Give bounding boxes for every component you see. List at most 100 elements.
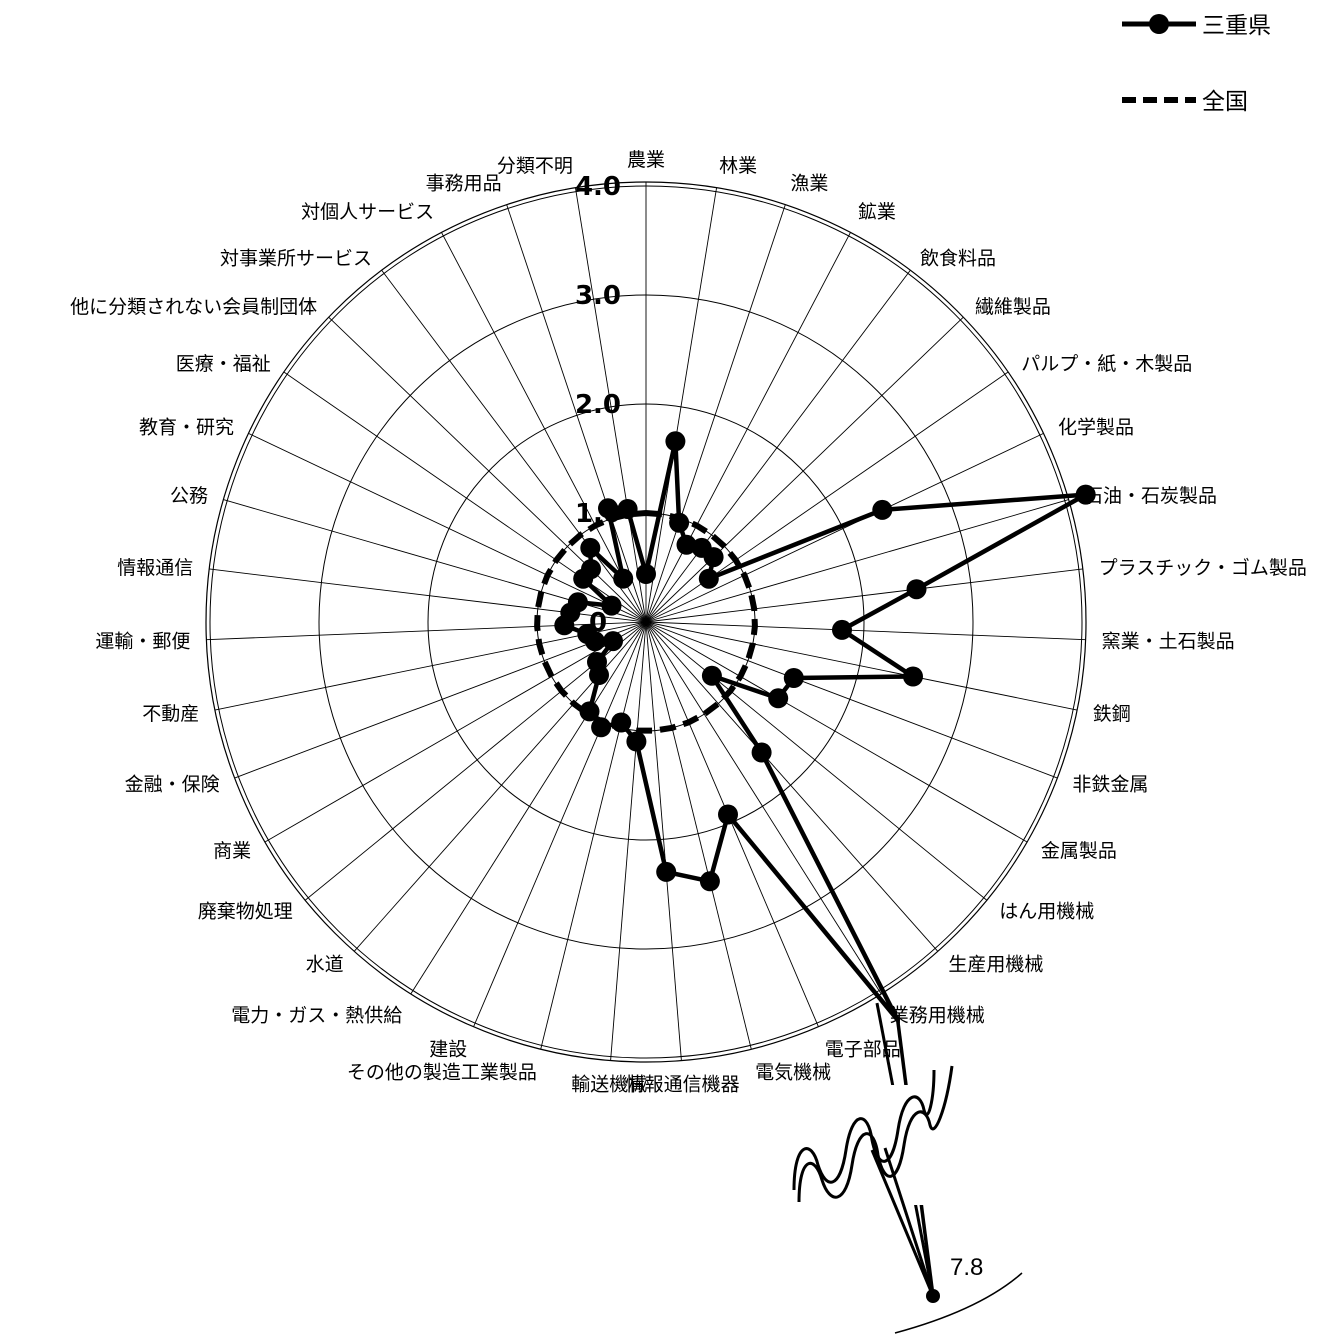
grid-spoke (645, 269, 911, 623)
data-point-mie (669, 512, 690, 533)
radial-tick-labels: 0 1.0 2.0 3.0 4.0 (575, 172, 621, 638)
category-label: 建設 (429, 1039, 467, 1061)
legend-label-zenkoku: 全国 (1202, 89, 1248, 115)
series-line-zenkoku (534, 509, 758, 734)
category-label: 対事業所サービス (220, 247, 372, 269)
data-point-mie (636, 564, 656, 584)
data-point-mie (601, 595, 622, 616)
data-point-mie (699, 871, 720, 892)
category-label: 鉄鋼 (1093, 703, 1131, 725)
category-label: 非鉄金属 (1072, 774, 1148, 796)
data-point-mie (580, 537, 601, 558)
data-point-mie (703, 547, 724, 568)
data-point-mie (577, 624, 598, 644)
category-label: 廃棄物処理 (198, 900, 293, 922)
legend-marker-mie (1149, 14, 1169, 34)
series-zenkoku (534, 509, 758, 734)
data-point-mie (906, 579, 927, 600)
category-label: 対個人サービス (301, 201, 434, 223)
category-label: 公務 (170, 485, 208, 507)
radial-tick-label: 1.0 (575, 499, 621, 529)
break-wave (797, 1065, 954, 1203)
grid-spoke (645, 204, 786, 623)
category-label: 情報通信 (117, 557, 193, 579)
data-point-mie (676, 534, 697, 555)
category-label: 鉱業 (858, 201, 896, 223)
grid-spoke (645, 621, 1028, 843)
category-label: 電気機械 (755, 1062, 831, 1084)
category-label: 窯業・土石製品 (1102, 630, 1235, 652)
category-label: 不動産 (142, 703, 199, 725)
grid-spoke (645, 621, 988, 901)
grid-spoke (441, 232, 647, 623)
category-label: 繊維製品 (975, 296, 1051, 318)
grid-spoke (645, 432, 1044, 623)
category-label: 化学製品 (1058, 417, 1134, 439)
category-label: プラスチック・ゴム製品 (1099, 557, 1307, 579)
break-mask (790, 1085, 950, 1205)
grid-spoke (234, 621, 647, 779)
grid-spoke (645, 232, 851, 623)
grid-spoke (645, 621, 1078, 711)
radial-tick-label: 0 (589, 608, 607, 638)
category-label: はん用機械 (999, 900, 1094, 922)
series-line-mie (562, 439, 1088, 1023)
category-label: 事務用品 (426, 172, 502, 194)
grid-spoke (645, 316, 964, 623)
category-label: 商業 (213, 840, 251, 862)
grid-spoke (410, 621, 647, 995)
data-point-mie (611, 712, 632, 733)
data-point-mie (567, 592, 588, 613)
category-label: 漁業 (790, 172, 828, 194)
grid-spoke (645, 621, 939, 952)
category-label: 金融・保険 (125, 774, 220, 796)
outlier-arc (894, 1272, 1023, 1334)
break-wave (792, 1069, 936, 1191)
grid-spoke (264, 621, 647, 843)
data-point-mie (613, 568, 634, 589)
data-point-mie (903, 666, 923, 687)
grid-spoke (574, 187, 647, 623)
legend-item-mie: 三重県 (1122, 13, 1271, 39)
radial-tick-label: 3.0 (575, 281, 621, 311)
data-point-mie (872, 499, 893, 520)
radial-tick-label: 2.0 (575, 390, 621, 420)
category-label: 林業 (719, 155, 757, 177)
data-point-mie (665, 431, 686, 452)
outlier-value-label: 7.8 (950, 1254, 983, 1281)
grid-spoke (473, 621, 647, 1027)
grid-spoke (645, 621, 882, 995)
category-label: 輸送機械 (571, 1074, 647, 1096)
category-label: 業務用機械 (890, 1004, 985, 1026)
data-point-mie (598, 498, 618, 519)
grid-spoke (645, 499, 1069, 623)
category-label: 医療・福祉 (176, 353, 271, 375)
outlier-extension (883, 1147, 935, 1297)
data-point-mie (591, 717, 612, 738)
grid-spoke (645, 621, 752, 1050)
grid-spoke (540, 621, 647, 1050)
data-point-mie (698, 568, 719, 589)
radial-tick-label: 4.0 (575, 172, 621, 202)
category-label: その他の製造工業製品 (347, 1062, 537, 1084)
category-label: パルプ・紙・木製品 (1021, 353, 1192, 375)
grid-spoke (381, 269, 647, 623)
grid-spoke (645, 621, 819, 1027)
category-label: 分類不明 (497, 155, 573, 177)
data-point-mie (832, 619, 852, 640)
data-point-mie (718, 804, 738, 825)
category-label: 農業 (627, 149, 665, 171)
category-label: 他に分類されない会員制団体 (70, 296, 317, 318)
grid-spoke (248, 432, 647, 623)
category-labels: 農業 林業漁業鉱業飲食料品繊維製品パルプ・紙・木製品化学製品石油・石炭製品プラスチ… (70, 149, 1307, 1096)
category-label: 金属製品 (1041, 840, 1117, 862)
data-point-mie (1075, 484, 1096, 505)
legend-item-zenkoku: 全国 (1122, 89, 1248, 115)
outlier-extension (870, 1149, 935, 1297)
grid-spoke (645, 621, 1058, 779)
grid-spoke (214, 621, 647, 711)
category-label: 電力・ガス・熱供給 (231, 1004, 402, 1026)
category-label: 運輸・郵便 (95, 630, 190, 652)
grid-spoke (645, 621, 682, 1061)
